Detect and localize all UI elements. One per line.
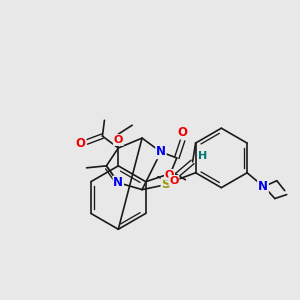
Text: N: N (258, 180, 268, 193)
Text: H: H (198, 151, 207, 161)
Text: O: O (178, 126, 188, 139)
Text: H: H (198, 151, 207, 161)
Text: N: N (258, 180, 268, 193)
Text: O: O (76, 136, 85, 150)
Text: N: N (156, 146, 166, 158)
Text: O: O (165, 170, 174, 180)
Text: O: O (178, 126, 188, 139)
Text: O: O (114, 135, 123, 145)
Text: O: O (169, 176, 178, 186)
Text: S: S (161, 178, 170, 191)
Text: O: O (114, 135, 123, 145)
Text: O: O (169, 176, 178, 186)
Text: N: N (113, 176, 123, 189)
Text: O: O (165, 170, 174, 180)
Text: O: O (76, 136, 85, 150)
